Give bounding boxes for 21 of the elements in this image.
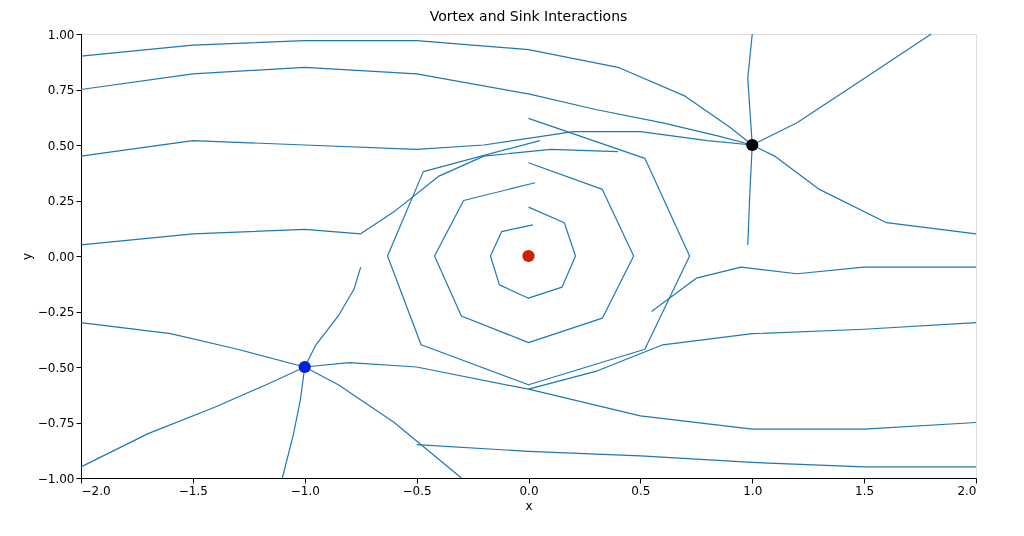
chart-title: Vortex and Sink Interactions xyxy=(429,8,628,24)
y-tick-label: −0.25 xyxy=(37,305,75,319)
x-tick-label: 1.0 xyxy=(743,483,763,498)
y-tick-label: −0.50 xyxy=(37,360,75,375)
y-tick-label: 0.50 xyxy=(47,138,75,153)
x-axis-title: x xyxy=(525,498,533,513)
x-tick-label: 2.0 xyxy=(957,483,977,498)
y-axis-title: y xyxy=(19,252,34,261)
y-tick-label: 0.00 xyxy=(47,249,75,264)
x-tick-label: −1.5 xyxy=(178,483,208,498)
x-tick-label: 0.0 xyxy=(519,483,539,498)
y-tick-label: −0.75 xyxy=(37,416,75,430)
x-tick-label: −1.0 xyxy=(290,483,320,498)
x-tick-label: −2.0 xyxy=(81,483,111,498)
y-tick-label: 0.25 xyxy=(47,194,75,208)
y-tick-label: 0.75 xyxy=(47,83,75,97)
x-tick-label: 1.5 xyxy=(855,483,875,498)
x-tick-label: 0.5 xyxy=(631,483,651,498)
x-tick-label: −0.5 xyxy=(402,483,432,498)
y-tick-label: −1.00 xyxy=(37,471,75,486)
y-tick-label: 1.00 xyxy=(47,27,75,42)
